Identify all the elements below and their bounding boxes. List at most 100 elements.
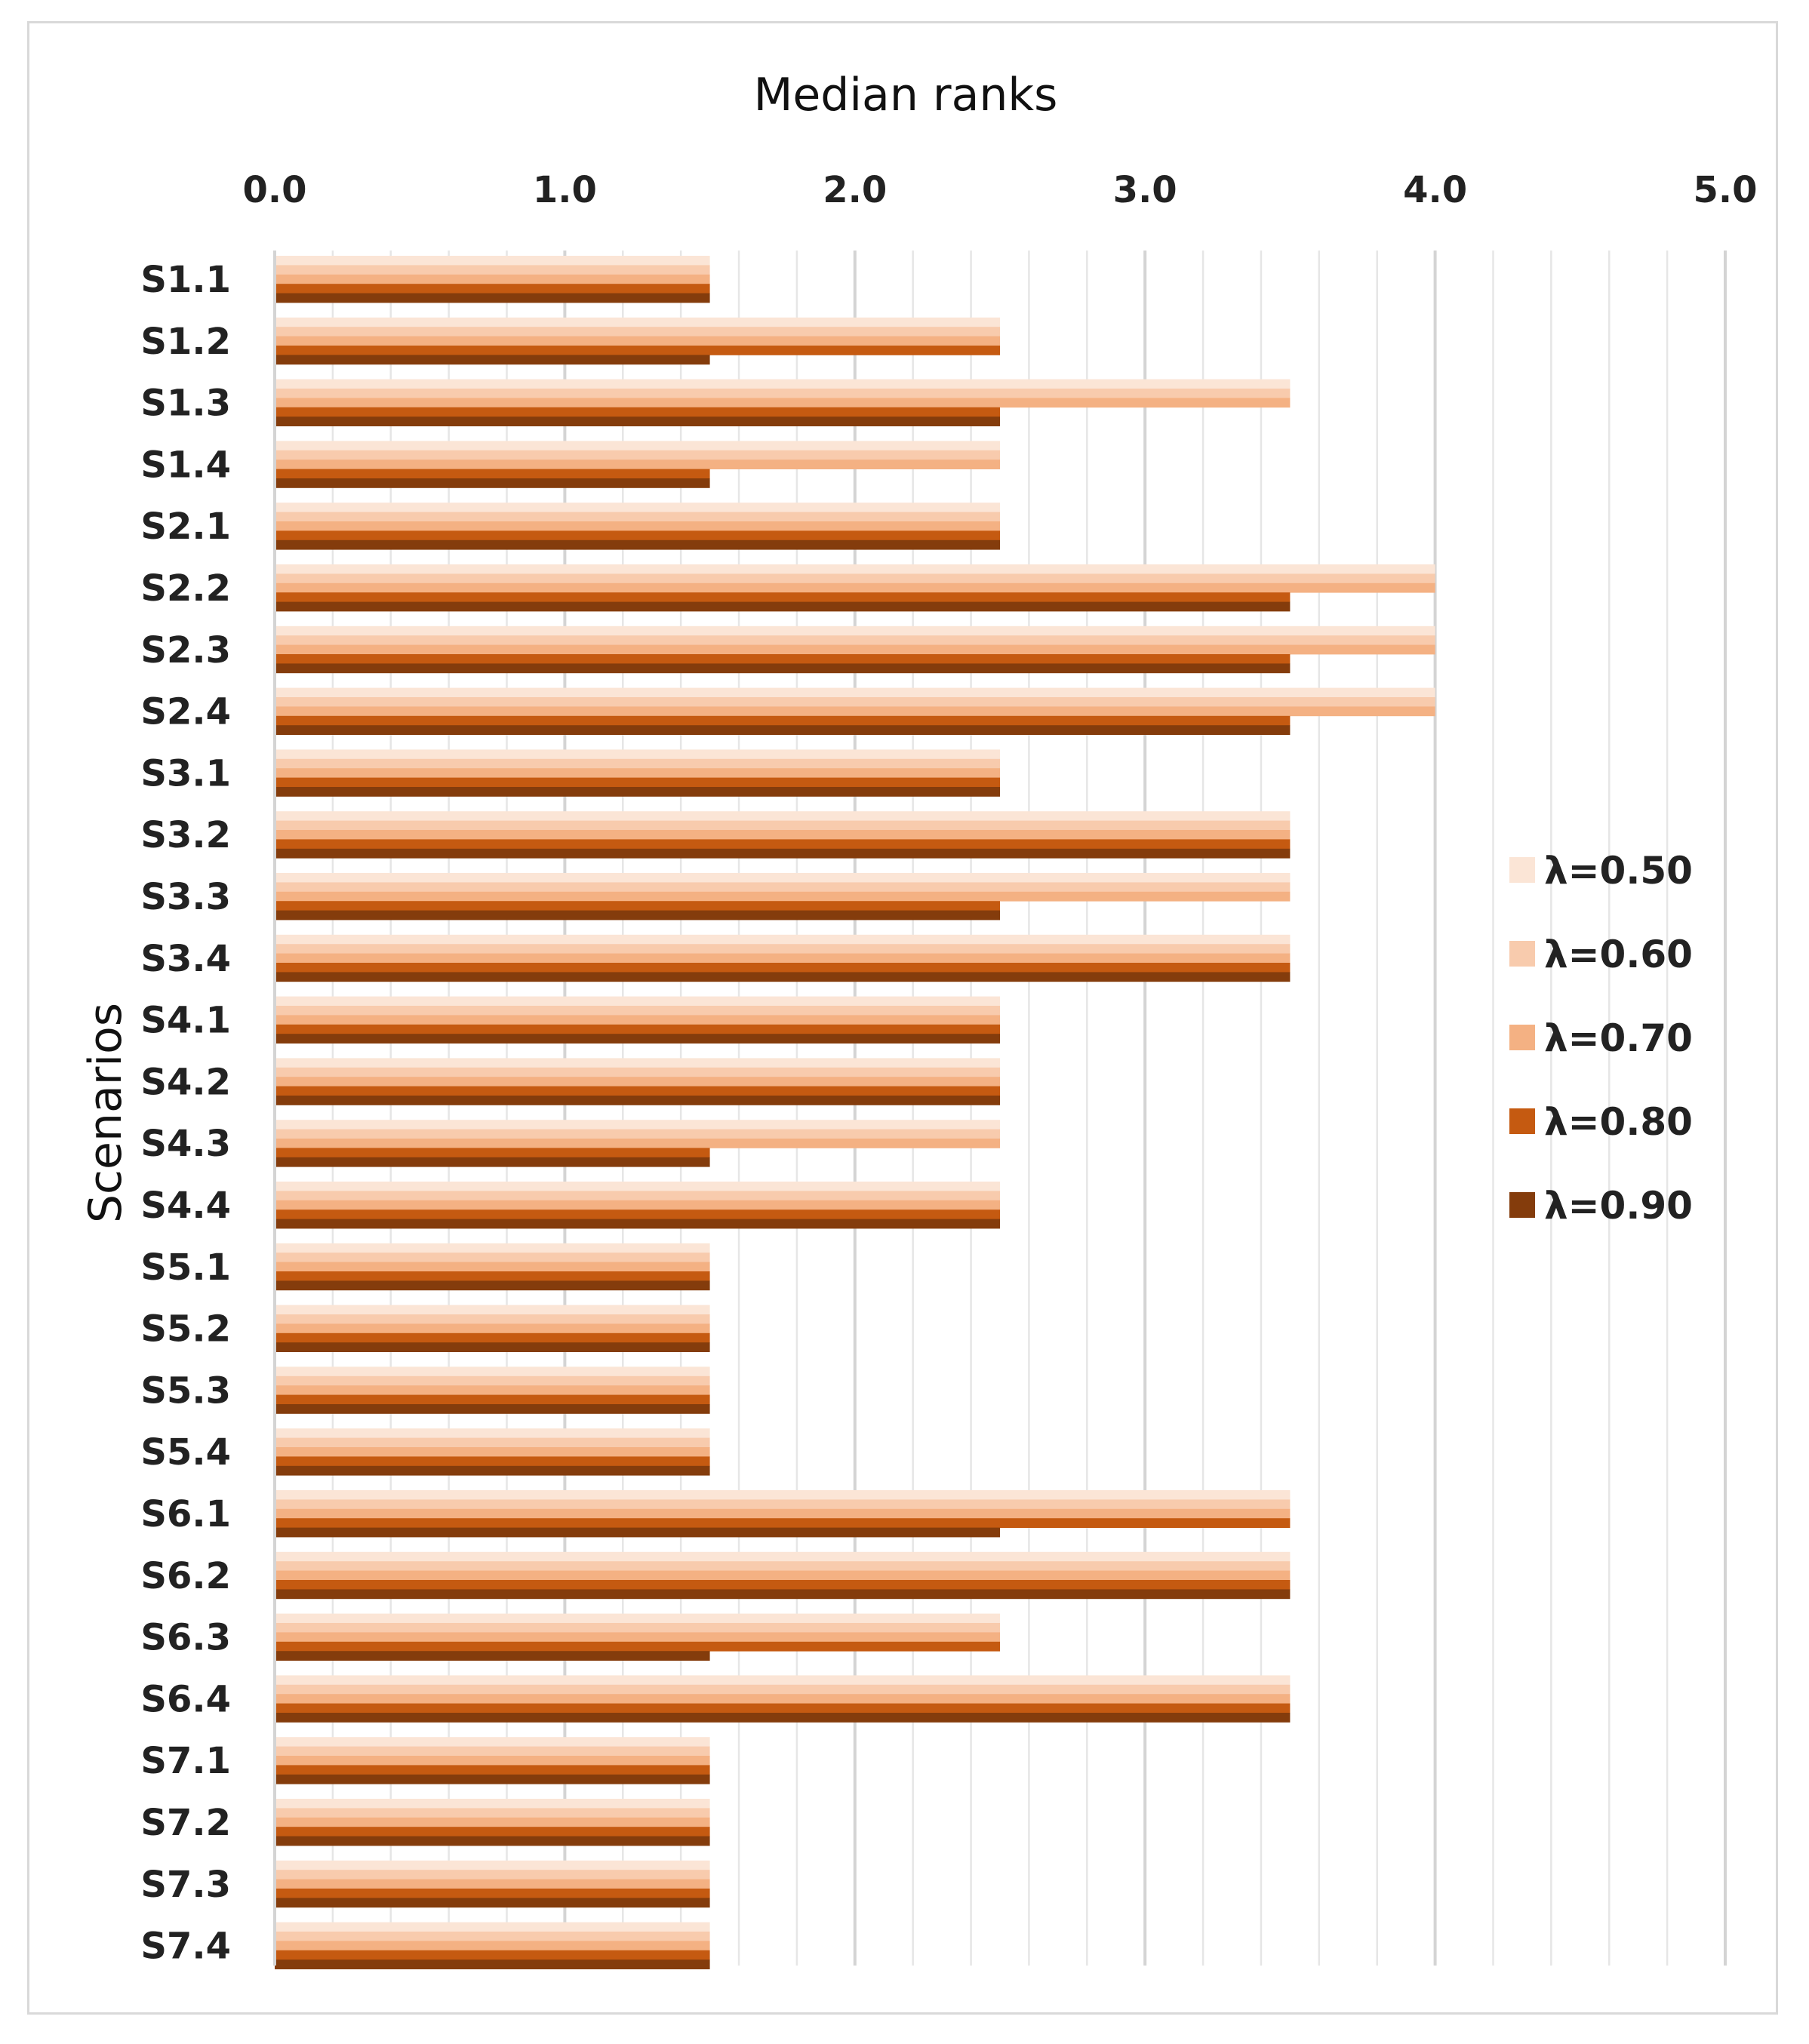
bar-S1.4-λ=0.50 bbox=[275, 441, 1000, 451]
y-tick-label-S1.4: S1.4 bbox=[140, 444, 231, 486]
bar-S4.3-λ=0.90 bbox=[275, 1157, 710, 1167]
y-tick-label-S6.2: S6.2 bbox=[140, 1555, 231, 1597]
y-tick-label-S7.2: S7.2 bbox=[140, 1802, 231, 1844]
bar-S7.1-λ=0.50 bbox=[275, 1737, 710, 1747]
legend-swatch bbox=[1509, 1025, 1535, 1050]
y-tick-label-S7.4: S7.4 bbox=[140, 1926, 231, 1968]
y-tick-label-S5.3: S5.3 bbox=[140, 1369, 231, 1412]
bar-S7.3-λ=0.80 bbox=[275, 1889, 710, 1898]
bar-S7.3-λ=0.90 bbox=[275, 1898, 710, 1908]
bar-S5.4-λ=0.80 bbox=[275, 1456, 710, 1467]
y-tick-label-S4.1: S4.1 bbox=[140, 1000, 231, 1042]
bar-S4.3-λ=0.50 bbox=[275, 1120, 1000, 1130]
y-tick-label-S3.4: S3.4 bbox=[140, 938, 231, 980]
bar-S3.4-λ=0.70 bbox=[275, 953, 1291, 964]
chart-title: Median ranks bbox=[754, 69, 1058, 121]
bar-S2.1-λ=0.60 bbox=[275, 512, 1000, 522]
bar-S4.2-λ=0.50 bbox=[275, 1058, 1000, 1068]
bar-S1.3-λ=0.50 bbox=[275, 379, 1291, 389]
bar-S4.4-λ=0.50 bbox=[275, 1182, 1000, 1191]
bar-S2.4-λ=0.60 bbox=[275, 697, 1435, 707]
bar-S7.4-λ=0.50 bbox=[275, 1922, 710, 1932]
bar-S2.2-λ=0.80 bbox=[275, 592, 1291, 602]
bar-S3.3-λ=0.50 bbox=[275, 873, 1291, 883]
bar-S5.4-λ=0.50 bbox=[275, 1428, 710, 1438]
y-axis-title: Scenarios bbox=[79, 1003, 132, 1223]
axes: 0.0 1.0 2.0 3.0 4.0 5.0 S1.1 S1.2 S1.3 S1.4 S2.1 S2… bbox=[140, 169, 1757, 1968]
bar-S2.2-λ=0.60 bbox=[275, 573, 1435, 584]
bar-S3.2-λ=0.70 bbox=[275, 830, 1291, 840]
y-tick-label-S6.3: S6.3 bbox=[140, 1617, 231, 1659]
bar-S6.3-λ=0.70 bbox=[275, 1632, 1000, 1643]
bar-S1.4-λ=0.80 bbox=[275, 469, 710, 479]
bar-S3.3-λ=0.80 bbox=[275, 901, 1000, 911]
bar-S7.1-λ=0.70 bbox=[275, 1756, 710, 1766]
bar-S4.3-λ=0.60 bbox=[275, 1129, 1000, 1139]
y-tick-label-S2.4: S2.4 bbox=[140, 691, 231, 733]
bar-S4.3-λ=0.70 bbox=[275, 1139, 1000, 1148]
bar-S2.4-λ=0.90 bbox=[275, 725, 1291, 735]
bar-S1.4-λ=0.70 bbox=[275, 460, 1000, 469]
y-tick-label-S1.3: S1.3 bbox=[140, 383, 231, 425]
bar-S3.1-λ=0.80 bbox=[275, 777, 1000, 788]
bar-S7.1-λ=0.80 bbox=[275, 1765, 710, 1775]
legend-item: λ=0.60 bbox=[1509, 933, 1693, 976]
bar-S2.2-λ=0.90 bbox=[275, 601, 1291, 612]
bar-S6.1-λ=0.60 bbox=[275, 1499, 1291, 1510]
bar-S5.2-λ=0.90 bbox=[275, 1342, 710, 1352]
y-tick-label-S6.1: S6.1 bbox=[140, 1493, 231, 1535]
legend-item: λ=0.90 bbox=[1509, 1184, 1693, 1228]
bar-S7.4-λ=0.70 bbox=[275, 1941, 710, 1951]
bar-S2.1-λ=0.50 bbox=[275, 503, 1000, 512]
bar-S6.1-λ=0.50 bbox=[275, 1490, 1291, 1500]
x-tick-label: 1.0 bbox=[533, 169, 597, 211]
bar-S5.3-λ=0.60 bbox=[275, 1375, 710, 1386]
bar-S3.1-λ=0.90 bbox=[275, 787, 1000, 797]
bar-S7.1-λ=0.60 bbox=[275, 1746, 710, 1757]
y-tick-label-S4.2: S4.2 bbox=[140, 1061, 231, 1103]
y-tick-label-S3.3: S3.3 bbox=[140, 876, 231, 918]
bar-S1.3-λ=0.90 bbox=[275, 416, 1000, 426]
bar-S3.3-λ=0.90 bbox=[275, 910, 1000, 921]
legend-swatch bbox=[1509, 941, 1535, 967]
bar-S7.2-λ=0.60 bbox=[275, 1808, 710, 1818]
bar-S3.4-λ=0.80 bbox=[275, 963, 1291, 973]
bar-S5.2-λ=0.70 bbox=[275, 1323, 710, 1334]
bar-S6.4-λ=0.60 bbox=[275, 1684, 1291, 1695]
legend: λ=0.50 λ=0.60 λ=0.70 λ=0.80 λ=0.90 bbox=[1509, 849, 1693, 1228]
bar-S2.3-λ=0.50 bbox=[275, 625, 1435, 636]
bar-S6.3-λ=0.80 bbox=[275, 1641, 1000, 1652]
legend-swatch bbox=[1509, 1108, 1535, 1134]
legend-label: λ=0.90 bbox=[1544, 1184, 1693, 1228]
bar-S4.1-λ=0.60 bbox=[275, 1006, 1000, 1016]
y-tick-label-S5.4: S5.4 bbox=[140, 1431, 231, 1474]
bar-S2.3-λ=0.90 bbox=[275, 663, 1291, 674]
bar-S6.2-λ=0.60 bbox=[275, 1561, 1291, 1571]
legend-label: λ=0.80 bbox=[1544, 1100, 1693, 1144]
bar-S2.1-λ=0.90 bbox=[275, 539, 1000, 550]
x-tick-label: 4.0 bbox=[1403, 169, 1467, 211]
bar-S5.3-λ=0.80 bbox=[275, 1394, 710, 1405]
y-tick-label-S1.1: S1.1 bbox=[140, 259, 231, 301]
bar-S2.4-λ=0.70 bbox=[275, 706, 1435, 717]
bar-S7.1-λ=0.90 bbox=[275, 1774, 710, 1784]
bar-S1.1-λ=0.80 bbox=[275, 284, 710, 294]
y-tick-label-S5.1: S5.1 bbox=[140, 1246, 231, 1289]
bar-S7.4-λ=0.80 bbox=[275, 1950, 710, 1960]
legend-swatch bbox=[1509, 857, 1535, 883]
bar-S3.4-λ=0.50 bbox=[275, 934, 1291, 945]
bar-S2.4-λ=0.80 bbox=[275, 715, 1291, 726]
bar-S6.1-λ=0.80 bbox=[275, 1518, 1291, 1528]
bar-S7.4-λ=0.90 bbox=[275, 1959, 710, 1969]
bar-S7.2-λ=0.70 bbox=[275, 1817, 710, 1827]
y-tick-label-S3.2: S3.2 bbox=[140, 814, 231, 856]
x-tick-label: 0.0 bbox=[242, 169, 306, 211]
bar-S2.2-λ=0.50 bbox=[275, 564, 1435, 574]
bar-S1.3-λ=0.60 bbox=[275, 389, 1291, 398]
bar-S6.3-λ=0.60 bbox=[275, 1623, 1000, 1633]
bar-S1.4-λ=0.60 bbox=[275, 450, 1000, 460]
bar-S3.2-λ=0.80 bbox=[275, 839, 1291, 850]
bar-S5.2-λ=0.60 bbox=[275, 1314, 710, 1324]
bar-S1.1-λ=0.60 bbox=[275, 265, 710, 275]
